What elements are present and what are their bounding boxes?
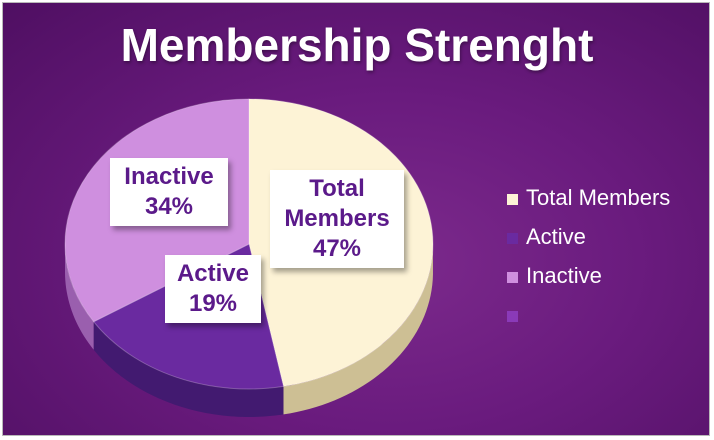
legend-swatch-active bbox=[507, 233, 518, 244]
legend-label-inactive: Inactive bbox=[526, 262, 602, 288]
data-label-total-members-name-line1: Total bbox=[309, 175, 365, 202]
pie-side-total-members bbox=[283, 246, 433, 415]
data-label-active-name: Active bbox=[176, 260, 250, 287]
legend-swatch-total-members bbox=[507, 194, 518, 205]
legend: Total Members Active Inactive bbox=[507, 178, 670, 334]
data-label-active-value: 19% bbox=[188, 290, 238, 317]
data-label-inactive-value: 34% bbox=[144, 193, 194, 220]
chart-title: Membership Strenght bbox=[120, 19, 594, 71]
legend-entry-inactive: Inactive bbox=[507, 256, 670, 295]
legend-swatch-blank bbox=[507, 311, 518, 322]
data-label-total-members: Total Members 47% bbox=[270, 170, 404, 268]
legend-swatch-inactive bbox=[507, 272, 518, 283]
legend-entry-active: Active bbox=[507, 217, 670, 256]
legend-label-total-members: Total Members bbox=[526, 184, 671, 210]
data-label-inactive: Inactive 34% bbox=[110, 158, 228, 226]
legend-entry-total-members: Total Members bbox=[507, 178, 670, 217]
legend-label-active: Active bbox=[526, 223, 586, 249]
data-label-total-members-name-line2: Members bbox=[284, 205, 390, 232]
pie-side-inactive bbox=[65, 244, 94, 350]
pie-sides bbox=[65, 244, 433, 417]
data-label-inactive-name: Inactive bbox=[124, 163, 214, 190]
pie-side-active bbox=[93, 321, 284, 417]
legend-entry-blank bbox=[507, 295, 670, 334]
data-label-total-members-value: 47% bbox=[312, 235, 362, 262]
data-label-active: Active 19% bbox=[165, 255, 261, 323]
